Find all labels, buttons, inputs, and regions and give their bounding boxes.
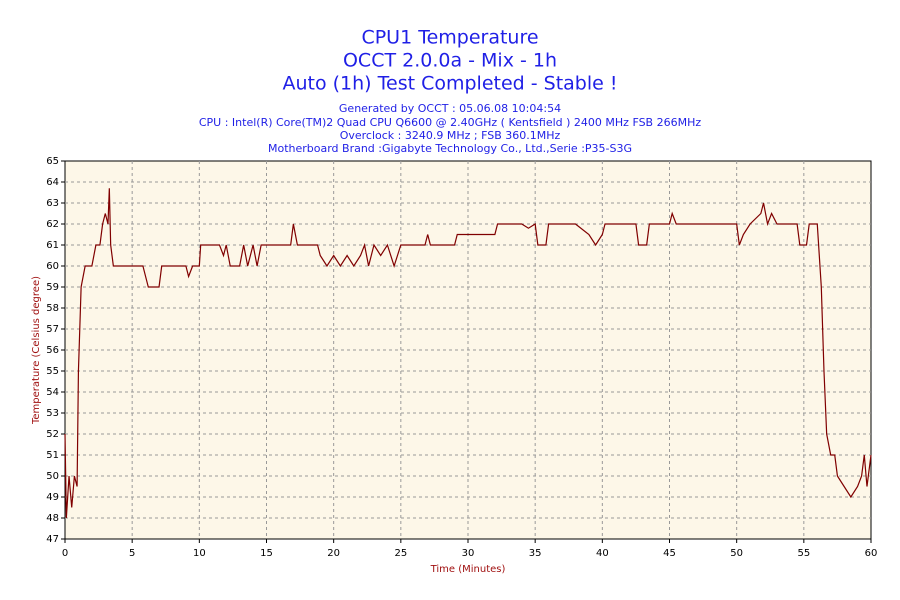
x-tick-label: 20 [327,548,340,559]
info-line: Motherboard Brand :Gigabyte Technology C… [268,142,632,155]
x-tick-label: 35 [529,548,542,559]
y-tick-label: 63 [46,198,59,209]
x-tick-label: 10 [193,548,206,559]
info-line: Overclock : 3240.9 MHz ; FSB 360.1MHz [340,129,561,142]
y-tick-label: 60 [46,261,59,272]
title: Auto (1h) Test Completed - Stable ! [282,73,617,95]
x-tick-label: 25 [394,548,407,559]
y-tick-label: 61 [46,240,59,251]
x-tick-label: 50 [730,548,743,559]
info-line: Generated by OCCT : 05.06.08 10:04:54 [339,102,561,115]
title: CPU1 Temperature [361,27,538,49]
y-tick-label: 59 [46,282,59,293]
x-tick-label: 60 [865,548,878,559]
info-line: CPU : Intel(R) Core(TM)2 Quad CPU Q6600 … [199,116,701,129]
y-tick-label: 51 [46,450,59,461]
title: OCCT 2.0.0a - Mix - 1h [343,50,557,72]
y-tick-label: 57 [46,324,59,335]
x-tick-label: 30 [462,548,475,559]
x-tick-label: 40 [596,548,609,559]
y-tick-label: 49 [46,492,59,503]
y-axis-label: Temperature (Celsius degree) [31,276,42,425]
y-tick-label: 55 [46,366,59,377]
y-tick-label: 52 [46,429,59,440]
y-tick-label: 56 [46,345,59,356]
y-tick-label: 54 [46,387,59,398]
x-tick-label: 15 [260,548,273,559]
x-tick-label: 5 [129,548,135,559]
y-tick-label: 62 [46,219,59,230]
temperature-line [64,188,872,519]
y-tick-label: 53 [46,408,59,419]
y-tick-label: 64 [46,177,59,188]
y-tick-label: 58 [46,303,59,314]
x-axis-label: Time (Minutes) [430,564,506,575]
y-tick-label: 65 [46,156,59,167]
y-tick-label: 50 [46,471,59,482]
y-tick-label: 48 [46,513,59,524]
x-tick-label: 0 [62,548,68,559]
x-tick-label: 55 [797,548,810,559]
x-tick-label: 45 [663,548,676,559]
y-tick-label: 47 [46,534,59,545]
